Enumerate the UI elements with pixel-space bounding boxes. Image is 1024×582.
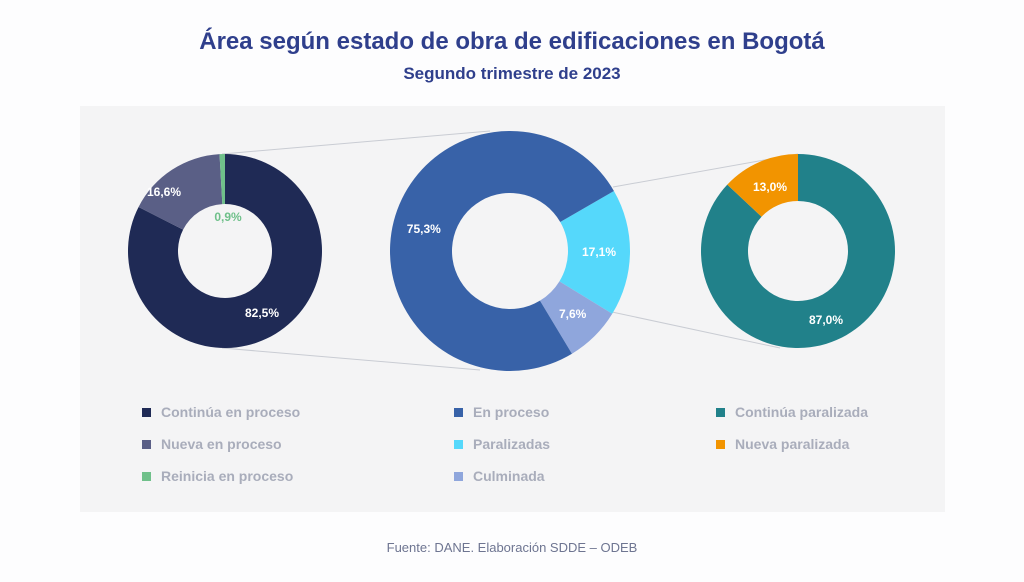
legend-label: En proceso [473,404,550,420]
legend-swatch [142,471,151,481]
chart-subtitle: Segundo trimestre de 2023 [403,64,621,83]
data-label: 87,0% [809,313,843,327]
legend-label: Paralizadas [473,436,551,452]
data-label: 16,6% [147,185,181,199]
legend-label: Nueva en proceso [161,436,282,452]
donut-slice [559,191,630,314]
legend-label: Nueva paralizada [735,436,850,452]
legend-swatch [716,439,725,449]
connector-line [611,311,781,349]
donut-slice [390,131,614,371]
legend-item: Nueva paralizada [716,436,849,452]
legend-item: Continúa en proceso [142,404,300,420]
legend-item: En proceso [454,404,549,420]
legend-swatch [716,407,725,417]
data-label: 17,1% [582,245,616,259]
data-label: 82,5% [245,306,279,320]
donut-slice [539,281,613,354]
legend-item: Nueva en proceso [142,436,282,452]
legend-label: Continúa en proceso [161,404,301,420]
legend-item: Culminada [454,468,545,484]
donut-slice [727,154,798,217]
legend-item: Continúa paralizada [716,404,868,420]
connector-line [221,347,481,371]
data-label: 75,3% [407,222,441,236]
legend-label: Continúa paralizada [735,404,869,420]
data-label: 0,9% [214,210,242,224]
chart-title: Área según estado de obra de edificacion… [199,28,825,55]
legend-label: Reinicia en proceso [161,468,294,484]
legend: Continúa en proceso Nueva en proceso Reini… [142,404,922,494]
legend-swatch [142,439,151,449]
legend-item: Reinicia en proceso [142,468,293,484]
legend-swatch [454,471,463,481]
donut-slice [700,154,895,348]
source-note: Fuente: DANE. Elaboración SDDE – ODEB [386,540,638,555]
legend-swatch [454,439,463,449]
donut-slice [128,154,323,348]
legend-swatch [454,407,463,417]
data-label: 7,6% [559,307,587,321]
data-label: 13,0% [753,180,787,194]
donut-slice [138,154,223,230]
donut-slice [219,154,225,205]
legend-label: Culminada [473,468,545,484]
legend-swatch [142,407,151,417]
legend-item: Paralizadas [454,436,550,452]
connector-line [221,130,491,155]
